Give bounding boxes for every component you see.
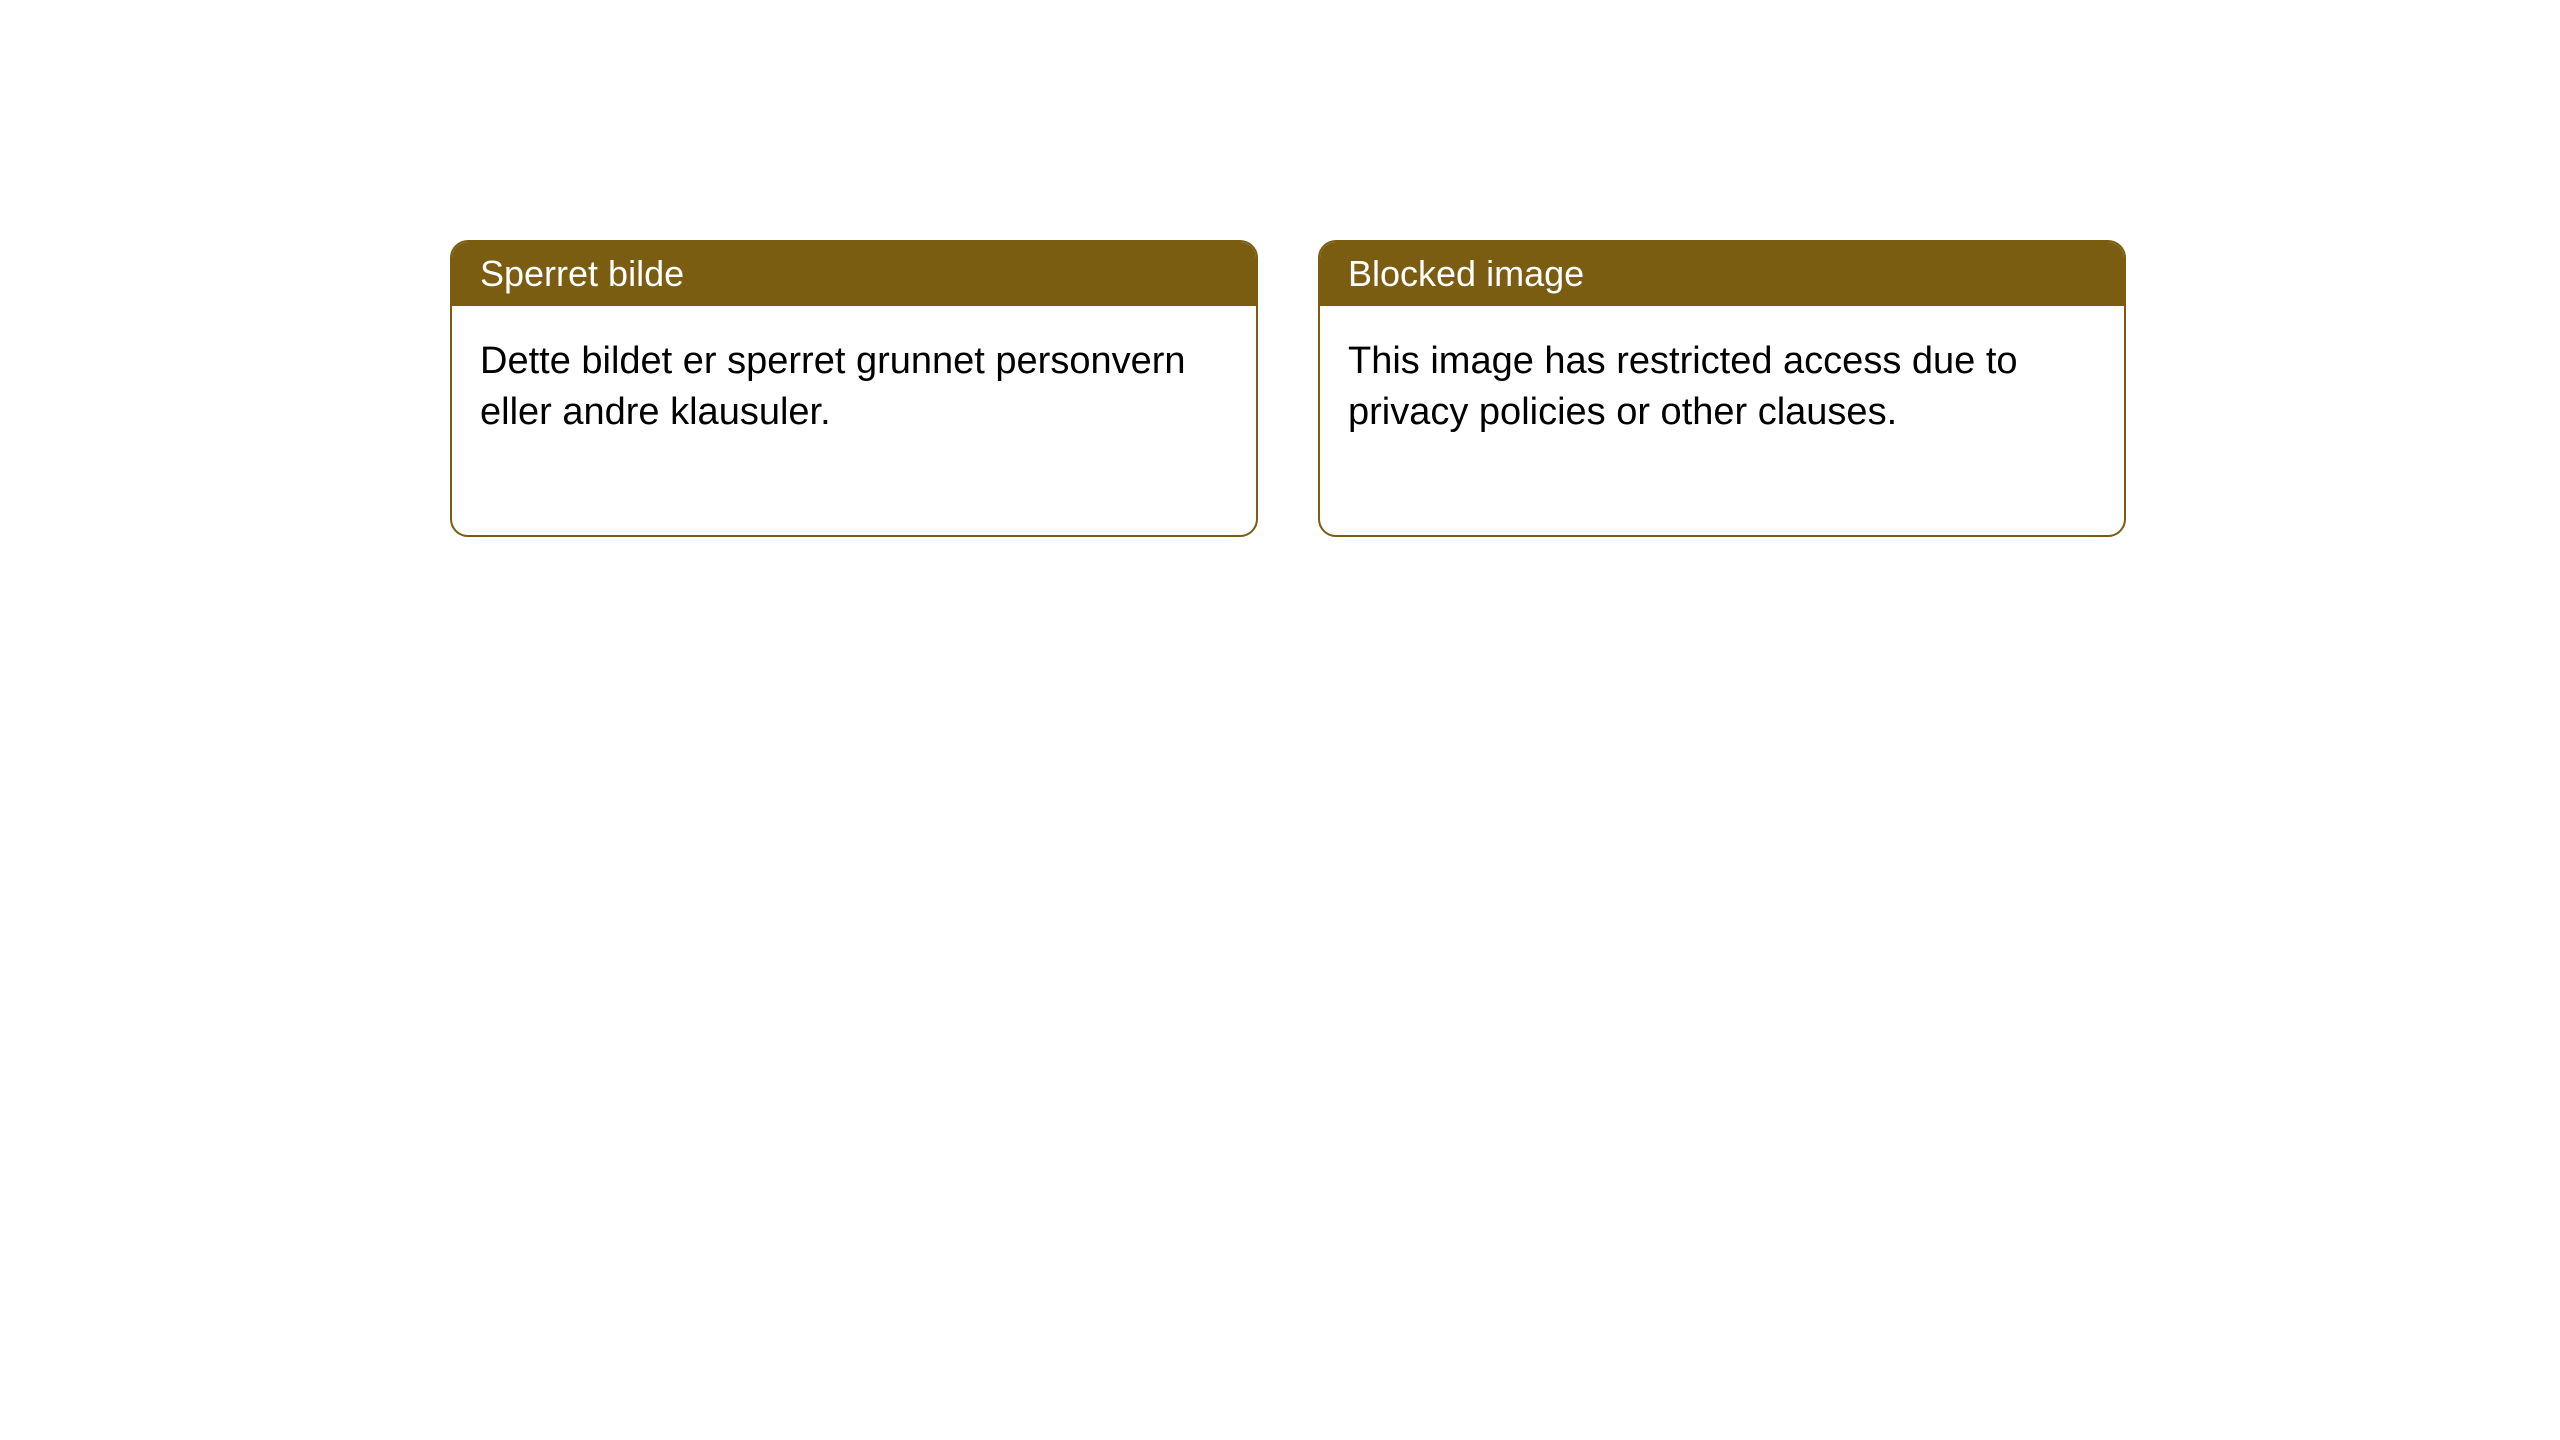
notice-card-title: Sperret bilde	[480, 253, 684, 294]
notice-card-norwegian: Sperret bilde Dette bildet er sperret gr…	[450, 240, 1258, 537]
notice-card-title: Blocked image	[1348, 253, 1584, 294]
notice-card-header: Sperret bilde	[452, 242, 1256, 306]
notice-card-body: Dette bildet er sperret grunnet personve…	[452, 306, 1256, 535]
notice-card-body: This image has restricted access due to …	[1320, 306, 2124, 535]
notice-card-body-text: This image has restricted access due to …	[1348, 340, 2018, 433]
notice-card-body-text: Dette bildet er sperret grunnet personve…	[480, 340, 1186, 433]
notice-card-header: Blocked image	[1320, 242, 2124, 306]
notice-card-english: Blocked image This image has restricted …	[1318, 240, 2126, 537]
notice-cards-container: Sperret bilde Dette bildet er sperret gr…	[450, 240, 2126, 537]
